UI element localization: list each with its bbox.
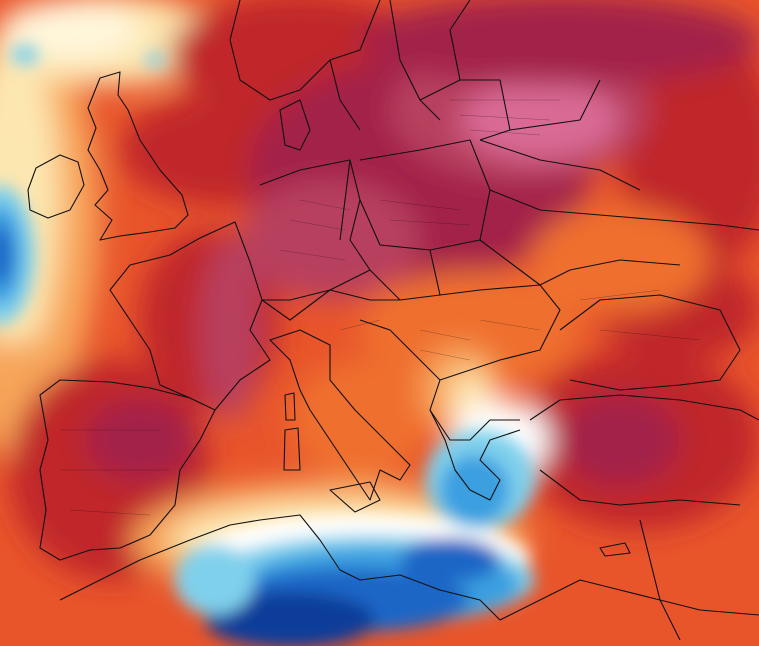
scandinavia-borders bbox=[329, 0, 471, 131]
subdivision-north bbox=[279, 99, 560, 261]
cool-anomaly-field bbox=[0, 45, 535, 646]
central-borders bbox=[261, 239, 541, 321]
corsica-coast bbox=[284, 392, 296, 421]
northwest-pale-zone bbox=[0, 0, 140, 60]
france-coast bbox=[109, 221, 271, 411]
algeria-light-blue bbox=[175, 545, 255, 615]
germany-magenta bbox=[240, 180, 420, 300]
atlantic-deep-blue bbox=[0, 225, 12, 285]
germany-borders bbox=[259, 159, 371, 301]
turkey-magenta bbox=[560, 395, 680, 485]
greece-coast bbox=[429, 409, 521, 501]
poland-pink bbox=[460, 80, 620, 160]
north-africa-coast bbox=[59, 514, 759, 621]
poland-borders bbox=[359, 139, 491, 251]
cyprus-coast bbox=[599, 542, 631, 557]
north-atlantic-blue bbox=[11, 45, 39, 65]
east-med-blue bbox=[400, 538, 500, 582]
france-magenta-stripe bbox=[200, 240, 260, 420]
aegean-blue bbox=[440, 455, 510, 525]
scandinavia-crimson bbox=[360, 0, 759, 85]
italy-orange bbox=[290, 360, 430, 480]
black-sea-coast bbox=[559, 294, 741, 391]
balkans-borders bbox=[329, 284, 561, 441]
turkey-coast bbox=[529, 394, 759, 506]
region-subdivision-lines bbox=[60, 99, 701, 516]
country-borders bbox=[27, 0, 759, 641]
balkans-orange bbox=[360, 270, 580, 390]
italy-coast bbox=[269, 329, 411, 501]
subdivision-iberia bbox=[60, 429, 170, 516]
scandinavia-coast bbox=[229, 0, 441, 121]
levant-coast bbox=[639, 519, 681, 641]
sicily-coast bbox=[329, 481, 381, 513]
ukraine-borders bbox=[489, 189, 759, 286]
spain-magenta bbox=[85, 400, 195, 480]
ireland-coast bbox=[27, 154, 85, 219]
baltic-coast bbox=[419, 79, 641, 191]
sardinia-coast bbox=[283, 427, 301, 471]
libya-deep-blue bbox=[205, 592, 375, 646]
norway-sea-blue bbox=[145, 53, 165, 67]
denmark-coast bbox=[279, 99, 311, 151]
great-britain-coast bbox=[87, 71, 189, 241]
iberia-coast bbox=[39, 379, 216, 561]
subdivision-south bbox=[339, 289, 701, 361]
